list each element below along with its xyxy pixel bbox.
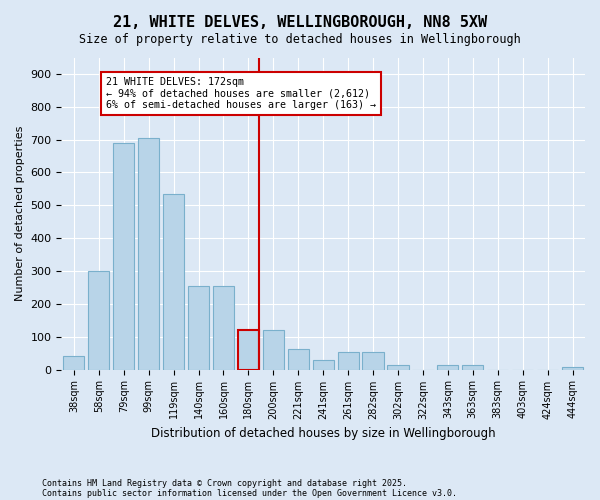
Bar bbox=[313, 360, 334, 370]
Bar bbox=[263, 330, 284, 370]
Bar bbox=[213, 286, 234, 370]
X-axis label: Distribution of detached houses by size in Wellingborough: Distribution of detached houses by size … bbox=[151, 427, 496, 440]
Y-axis label: Number of detached properties: Number of detached properties bbox=[15, 126, 25, 301]
Bar bbox=[63, 356, 85, 370]
Bar bbox=[338, 352, 359, 370]
Bar bbox=[138, 138, 159, 370]
Bar bbox=[188, 286, 209, 370]
Text: Size of property relative to detached houses in Wellingborough: Size of property relative to detached ho… bbox=[79, 32, 521, 46]
Text: 21 WHITE DELVES: 172sqm
← 94% of detached houses are smaller (2,612)
6% of semi-: 21 WHITE DELVES: 172sqm ← 94% of detache… bbox=[106, 77, 376, 110]
Bar bbox=[362, 352, 383, 370]
Bar bbox=[562, 367, 583, 370]
Text: Contains public sector information licensed under the Open Government Licence v3: Contains public sector information licen… bbox=[42, 488, 457, 498]
Bar bbox=[88, 271, 109, 370]
Bar bbox=[163, 194, 184, 370]
Bar bbox=[437, 364, 458, 370]
Text: 21, WHITE DELVES, WELLINGBOROUGH, NN8 5XW: 21, WHITE DELVES, WELLINGBOROUGH, NN8 5X… bbox=[113, 15, 487, 30]
Bar bbox=[462, 364, 484, 370]
Bar bbox=[238, 330, 259, 370]
Bar bbox=[388, 364, 409, 370]
Text: Contains HM Land Registry data © Crown copyright and database right 2025.: Contains HM Land Registry data © Crown c… bbox=[42, 478, 407, 488]
Bar bbox=[287, 349, 309, 370]
Bar bbox=[113, 143, 134, 370]
